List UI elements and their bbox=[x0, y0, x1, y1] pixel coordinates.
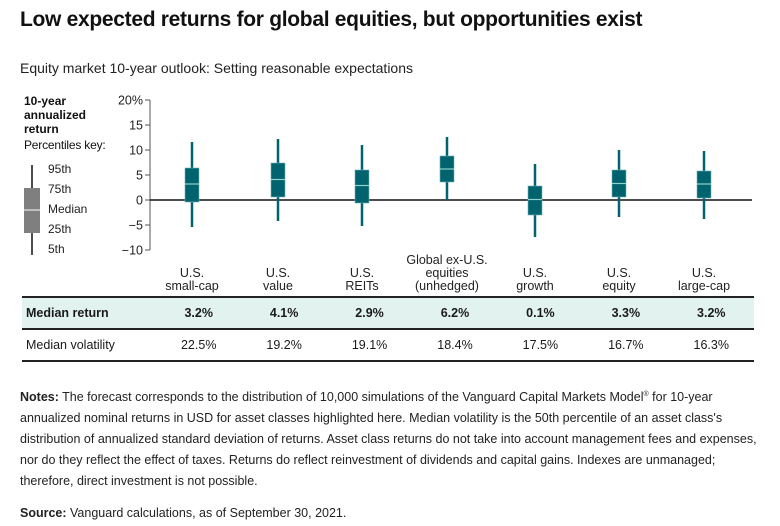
y-axis-title-line: return bbox=[24, 122, 59, 136]
source-text: Vanguard calculations, as of September 3… bbox=[66, 506, 347, 520]
category-label: U.S. REITs bbox=[312, 267, 412, 293]
table-cell: 3.3% bbox=[611, 306, 641, 320]
y-tick-label: 0 bbox=[136, 194, 143, 208]
category-label-line: U.S. bbox=[349, 266, 375, 280]
category-label-line: U.S. bbox=[606, 266, 632, 280]
key-label-5th: 5th bbox=[48, 242, 65, 256]
table-cell: 16.7% bbox=[608, 338, 644, 352]
source: Source: Vanguard calculations, as of Sep… bbox=[20, 506, 346, 520]
category-label-line: small-cap bbox=[165, 279, 219, 293]
percentiles-key-label: Percentiles key: bbox=[24, 138, 106, 152]
category-label-line: value bbox=[263, 279, 293, 293]
table-cell: 18.4% bbox=[437, 338, 473, 352]
table-cell: 3.2% bbox=[697, 306, 726, 320]
table-cell: 22.5% bbox=[180, 338, 217, 352]
box-u-s-growth bbox=[527, 164, 543, 237]
y-tick-label: −5 bbox=[129, 219, 143, 233]
notes-text: The forecast corresponds to the distribu… bbox=[58, 390, 644, 405]
category-label-line: U.S. bbox=[691, 266, 717, 280]
category-label: U.S. equity bbox=[569, 267, 669, 293]
y-axis-title: 10-year annualized return bbox=[24, 94, 86, 136]
key-label-95th: 95th bbox=[48, 162, 72, 176]
box-series bbox=[184, 137, 712, 237]
box-u-s-equity bbox=[611, 150, 627, 217]
box-u-s-value bbox=[270, 139, 286, 221]
source-label: Source: bbox=[20, 506, 67, 520]
table-row-median-return: Median return 3.2% 4.1% 2.9% 6.2% 0.1% 3… bbox=[22, 297, 754, 329]
y-tick-label: 5 bbox=[136, 169, 143, 183]
category-label: U.S. large-cap bbox=[654, 267, 754, 293]
y-axis-title-line: annualized bbox=[24, 108, 87, 122]
notes: Notes: The forecast corresponds to the d… bbox=[20, 384, 765, 492]
y-axis: 20% 15 10 5 0 −5 −10 bbox=[118, 94, 151, 258]
category-label-line: REITs bbox=[345, 279, 379, 293]
table-cell: 2.9% bbox=[355, 306, 384, 320]
category-label-line: growth bbox=[516, 279, 554, 293]
notes-text-cont: for 10-year annualized nominal returns i… bbox=[20, 390, 757, 489]
row-label: Median volatility bbox=[26, 338, 115, 352]
category-label: U.S. value bbox=[228, 267, 328, 293]
box-global-ex-u-s-equities-unhedged- bbox=[439, 137, 455, 200]
iqr-box bbox=[184, 167, 200, 203]
percentiles-key-glyph bbox=[24, 165, 40, 255]
y-tick-label: 20% bbox=[118, 94, 143, 108]
boxplot-chart: 20% 15 10 5 0 −5 −10 bbox=[24, 94, 752, 258]
category-label-line: U.S. bbox=[265, 266, 291, 280]
table-cell: 17.5% bbox=[522, 338, 559, 352]
category-label: U.S. growth bbox=[485, 267, 585, 293]
registered-mark: ® bbox=[643, 391, 649, 398]
key-label-75th: 75th bbox=[48, 182, 72, 196]
table-cell: 19.1% bbox=[351, 338, 388, 352]
key-label-median: Median bbox=[48, 202, 88, 216]
notes-label: Notes: bbox=[20, 390, 59, 405]
category-label: U.S. small-cap bbox=[142, 267, 242, 293]
box-u-s-small-cap bbox=[184, 142, 200, 227]
iqr-box bbox=[527, 185, 543, 216]
stats-table: Median return 3.2% 4.1% 2.9% 6.2% 0.1% 3… bbox=[22, 296, 754, 362]
y-tick-label: 15 bbox=[129, 119, 143, 133]
category-label-line: U.S. bbox=[179, 266, 205, 280]
chart-subtitle: Equity market 10-year outlook: Setting r… bbox=[20, 60, 414, 76]
box-u-s-large-cap bbox=[696, 151, 712, 219]
table-cell: 4.1% bbox=[269, 306, 299, 320]
category-label-line: Global ex-U.S. bbox=[406, 253, 488, 267]
category-label-line: (unhedged) bbox=[415, 279, 479, 293]
category-label-line: equity bbox=[602, 279, 636, 293]
category-label-line: large-cap bbox=[677, 279, 731, 293]
table-cell: 3.2% bbox=[184, 306, 213, 320]
table-cell: 16.3% bbox=[693, 338, 729, 352]
iqr-box bbox=[354, 169, 370, 204]
category-label-line: equities bbox=[425, 266, 469, 280]
box-u-s-reits bbox=[354, 145, 370, 226]
category-label: Global ex-U.S. equities (unhedged) bbox=[397, 254, 497, 293]
table-row-median-volatility: Median volatility 22.5% 19.2% 19.1% 18.4… bbox=[22, 329, 754, 361]
y-tick-label: 10 bbox=[129, 144, 143, 158]
table-cell: 0.1% bbox=[526, 306, 555, 320]
y-tick-label: −10 bbox=[122, 244, 143, 258]
row-label: Median return bbox=[26, 306, 109, 320]
y-axis-title-line: 10-year bbox=[24, 94, 67, 108]
category-label-line: U.S. bbox=[522, 266, 548, 280]
table-cell: 19.2% bbox=[266, 338, 302, 352]
chart-title: Low expected returns for global equities… bbox=[20, 8, 643, 31]
table-cell: 6.2% bbox=[440, 306, 470, 320]
key-label-25th: 25th bbox=[48, 222, 72, 236]
